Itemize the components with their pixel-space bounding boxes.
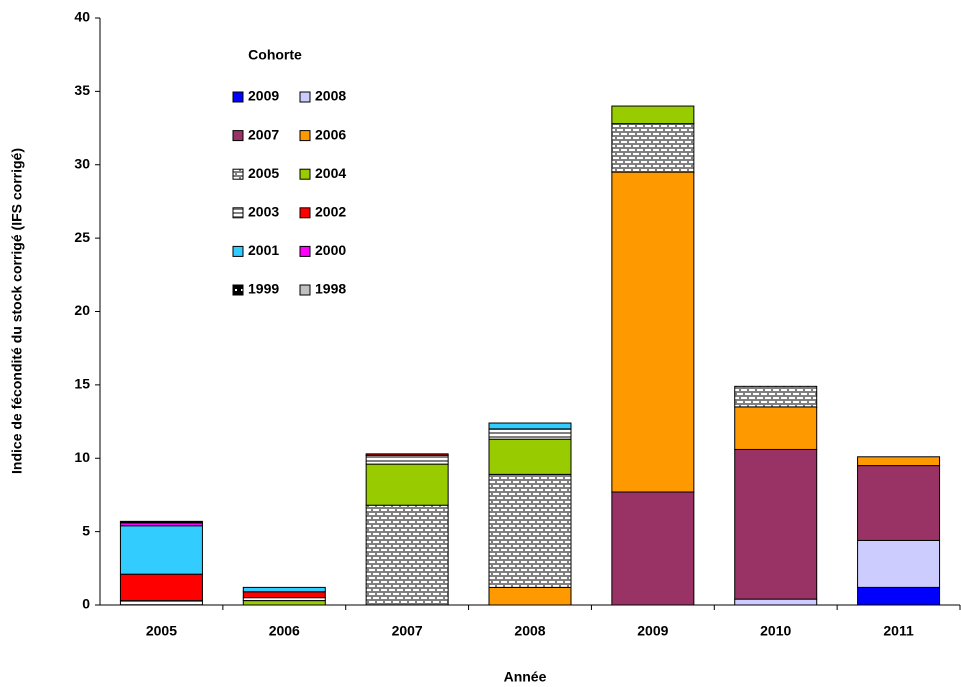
legend-label: 1998 — [315, 281, 346, 297]
bar-segment — [857, 456, 941, 467]
x-tick-label: 2011 — [883, 623, 914, 639]
x-tick-label: 2005 — [146, 623, 177, 639]
bar-segment — [734, 448, 818, 600]
legend-label: 2002 — [315, 204, 346, 220]
y-tick-label: 5 — [82, 522, 90, 538]
legend-swatch — [299, 130, 311, 142]
x-tick-label: 2007 — [392, 623, 423, 639]
y-tick-label: 20 — [74, 302, 90, 318]
bar-segment — [242, 600, 326, 606]
legend-swatch — [232, 130, 244, 142]
bar-segment — [611, 105, 695, 125]
x-tick-label: 2010 — [760, 623, 791, 639]
bar-segment — [119, 573, 203, 602]
legend-title: Cohorte — [248, 47, 302, 63]
bar-segment — [734, 406, 818, 450]
legend-swatch — [232, 284, 244, 296]
legend-swatch — [299, 207, 311, 219]
y-tick-label: 30 — [74, 155, 90, 171]
legend-label: 2004 — [315, 165, 346, 181]
bar-segment — [611, 123, 695, 173]
bar-segment — [119, 525, 203, 575]
legend-label: 1999 — [248, 281, 279, 297]
legend-label: 2006 — [315, 126, 346, 142]
bar-segment — [365, 454, 449, 465]
legend-label: 2000 — [315, 242, 346, 258]
bar-segment — [611, 491, 695, 606]
bar-segment — [242, 591, 326, 599]
legend-label: 2009 — [248, 88, 279, 104]
x-tick-label: 2009 — [637, 623, 668, 639]
bar-segment — [734, 598, 818, 606]
bar-segment — [611, 171, 695, 493]
y-tick-label: 0 — [82, 596, 90, 612]
bar-segment — [242, 586, 326, 593]
bar-segment — [857, 465, 941, 541]
y-tick-label: 40 — [74, 9, 90, 25]
x-axis-label: Année — [504, 669, 547, 685]
bar-segment — [365, 453, 449, 456]
x-tick-label: 2006 — [269, 623, 300, 639]
legend-label: 2005 — [248, 165, 279, 181]
bar-segment — [857, 539, 941, 588]
legend-swatch — [299, 168, 311, 180]
y-axis-label: Indice de fécondité du stock corrigé (IF… — [9, 148, 25, 474]
legend-swatch — [232, 207, 244, 219]
legend-label: 2003 — [248, 204, 279, 220]
y-tick-label: 10 — [74, 449, 90, 465]
legend-swatch — [299, 91, 311, 103]
legend-swatch — [299, 284, 311, 296]
legend-label: 2007 — [248, 126, 279, 142]
legend-label: 2008 — [315, 88, 346, 104]
y-tick-label: 25 — [74, 229, 90, 245]
legend-swatch — [232, 168, 244, 180]
bar-segment — [119, 520, 203, 524]
bar-segment — [734, 385, 818, 408]
legend-label: 2001 — [248, 242, 279, 258]
bar-segment — [488, 473, 572, 588]
bar-segment — [488, 586, 572, 606]
bar-segment — [488, 428, 572, 440]
y-tick-label: 15 — [74, 376, 90, 392]
bar-segment — [488, 438, 572, 475]
legend-swatch — [299, 245, 311, 257]
x-tick-label: 2008 — [514, 623, 545, 639]
y-tick-label: 35 — [74, 82, 90, 98]
bar-segment — [488, 422, 572, 430]
bar-segment — [365, 463, 449, 506]
bar-segment — [365, 504, 449, 606]
legend-swatch — [232, 91, 244, 103]
bar-segment — [119, 600, 203, 606]
bar-segment — [857, 586, 941, 606]
legend-swatch — [232, 245, 244, 257]
